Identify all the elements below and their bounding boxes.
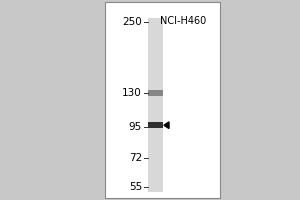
- Text: NCI-H460: NCI-H460: [160, 16, 206, 26]
- Text: 250: 250: [122, 17, 142, 27]
- Text: 95: 95: [129, 122, 142, 132]
- Text: 130: 130: [122, 88, 142, 98]
- Text: 55: 55: [129, 182, 142, 192]
- Bar: [148, 122, 163, 128]
- Text: 72: 72: [129, 153, 142, 163]
- Bar: [148, 90, 163, 96]
- Bar: [148, 18, 163, 192]
- Polygon shape: [164, 122, 169, 129]
- Bar: [105, 2, 220, 198]
